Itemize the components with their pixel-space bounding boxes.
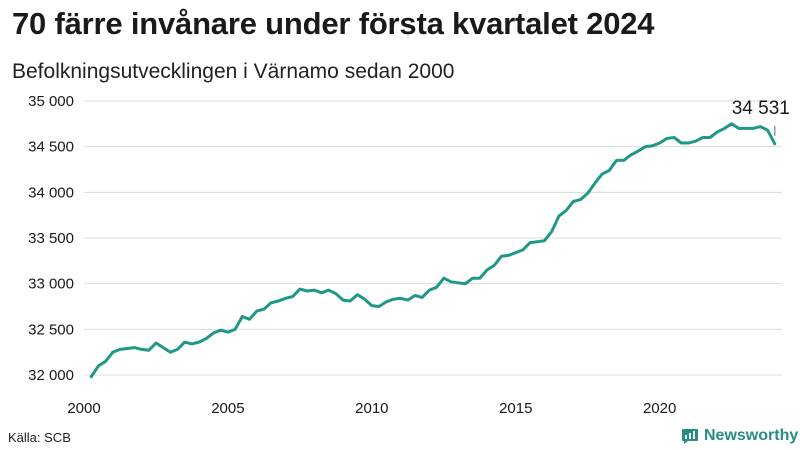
y-tick-label: 34 500 xyxy=(28,139,74,156)
x-tick-label: 2010 xyxy=(355,400,388,417)
chart-title: 70 färre invånare under första kvartalet… xyxy=(12,6,655,41)
series-line xyxy=(89,122,777,379)
y-tick-label: 33 000 xyxy=(28,276,74,293)
y-tick-label: 32 000 xyxy=(28,367,74,384)
y-tick-label: 35 000 xyxy=(28,93,74,110)
y-tick-label: 34 000 xyxy=(28,184,74,201)
gridlines xyxy=(84,100,782,376)
x-tick-label: 2005 xyxy=(211,400,244,417)
x-tick-label: 2000 xyxy=(67,400,100,417)
x-tick-label: 2020 xyxy=(643,400,676,417)
chart-subtitle: Befolkningsutvecklingen i Värnamo sedan … xyxy=(12,60,455,83)
x-tick-label: 2015 xyxy=(499,400,532,417)
x-axis-ticks: 2000 2005 2010 2015 2020 xyxy=(67,400,676,417)
newsworthy-icon xyxy=(682,429,698,444)
y-tick-label: 32 500 xyxy=(28,321,74,338)
y-axis-ticks: 32 000 32 500 33 000 33 500 34 000 34 500 35 0… xyxy=(28,93,74,384)
y-tick-label: 33 500 xyxy=(28,230,74,247)
source-note: Källa: SCB xyxy=(8,430,71,445)
brand-logo: Newsworthy xyxy=(681,427,798,445)
brand-name: Newsworthy xyxy=(704,427,799,444)
annotation-label: 34 531 xyxy=(732,98,790,119)
